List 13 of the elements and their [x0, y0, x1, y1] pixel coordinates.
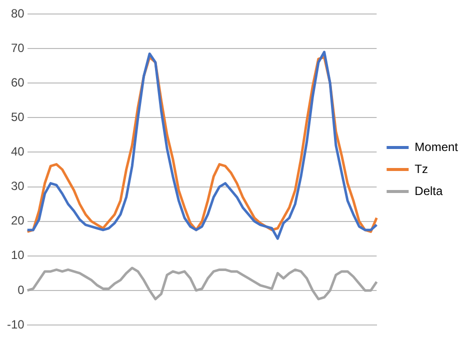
y-tick-label: 70	[10, 40, 25, 55]
legend-label: Moment	[414, 140, 459, 154]
y-tick-label: 80	[10, 6, 25, 20]
y-tick-label: -10	[7, 317, 25, 332]
y-tick-label: 40	[10, 144, 25, 159]
y-tick-label: 30	[10, 179, 25, 194]
y-tick-label: 0	[18, 282, 25, 297]
y-tick-label: 50	[10, 110, 25, 124]
legend-label: Delta	[414, 184, 443, 198]
y-tick-label: 20	[10, 214, 25, 228]
y-tick-label: 10	[10, 248, 25, 262]
y-tick-label: 60	[10, 75, 25, 90]
legend-label: Tz	[414, 162, 428, 176]
